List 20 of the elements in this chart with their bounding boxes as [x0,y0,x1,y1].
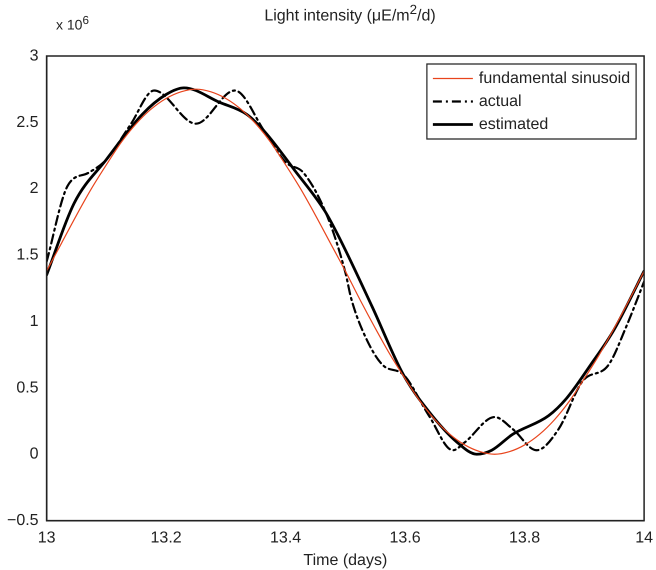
y-tick-label: 2 [30,180,39,198]
x-tick-label: 13.4 [270,530,302,547]
y-tick-label: 3 [30,47,39,64]
x-tick-label: 13.6 [390,530,421,547]
y-tick-label: 1.5 [16,246,39,264]
x-axis-title: Time (days) [303,552,388,569]
text: x 10$^{6}$ [56,14,89,33]
x-tick-label: 14 [635,530,654,547]
x-tick-label: 13.2 [150,530,182,547]
y-tick-label: 0.5 [16,379,39,396]
y-tick-label: 0 [30,446,39,463]
y-tick-label: −0.5 [6,512,39,530]
legend-label: fundamental sinusoid [478,70,630,87]
y-tick-label: 2.5 [16,114,39,131]
x-tick-label: 13 [38,530,56,547]
legend-label: estimated [478,116,548,133]
legend-label: actual [478,92,522,110]
chart-title: Light intensity (μE/m$^{2}$/d) [264,2,436,24]
x-tick-label: 13.8 [509,530,540,547]
y-tick-label: 1 [30,312,39,330]
